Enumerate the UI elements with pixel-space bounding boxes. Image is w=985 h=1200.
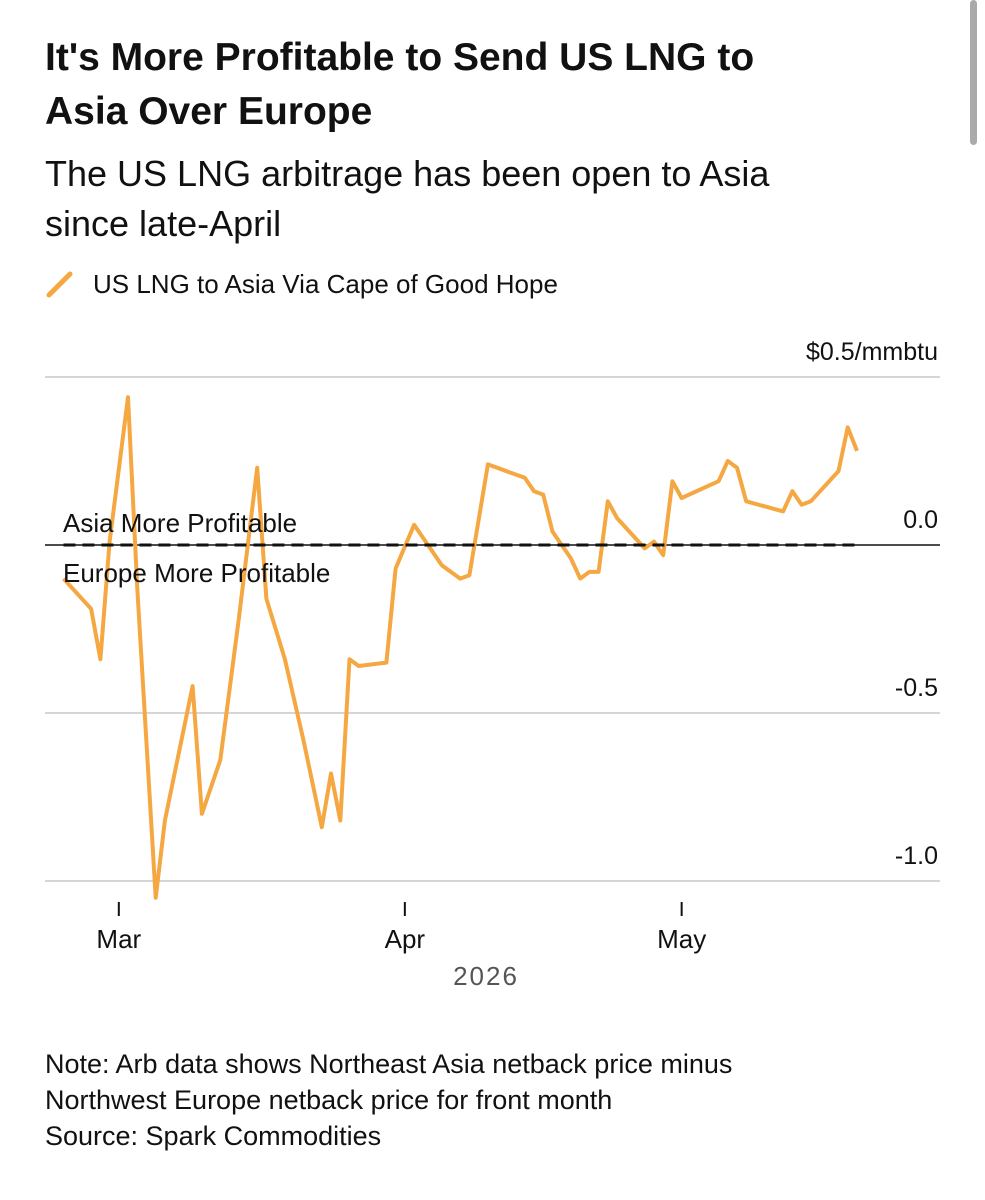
note: Note: Arb data shows Northeast Asia netb…: [45, 1049, 732, 1079]
scrollbar[interactable]: [970, 0, 977, 145]
x-axis-label: 2026: [453, 961, 519, 991]
source: Source: Spark Commodities: [45, 1121, 381, 1151]
series-line: [62, 395, 859, 900]
x-tick-label: Mar: [96, 924, 141, 954]
annotation: Asia More Profitable: [63, 508, 297, 538]
chart-title: It's More Profitable to Send US LNG to: [45, 36, 754, 79]
note: Northwest Europe netback price for front…: [45, 1085, 612, 1115]
y-tick-label: -1.0: [895, 842, 938, 870]
y-tick-label: 0.0: [903, 506, 938, 534]
chart-title: Asia Over Europe: [45, 90, 372, 133]
chart-subtitle: since late-April: [45, 203, 281, 244]
y-tick-label: $0.5/mmbtu: [806, 338, 938, 366]
chart-subtitle: The US LNG arbitrage has been open to As…: [45, 153, 770, 194]
legend-label: US LNG to Asia Via Cape of Good Hope: [93, 269, 558, 299]
x-tick-label: Apr: [385, 924, 426, 954]
legend-swatch: [46, 271, 73, 298]
y-tick-label: -0.5: [895, 674, 938, 702]
x-tick-label: May: [657, 924, 706, 954]
annotation: Europe More Profitable: [63, 558, 330, 588]
